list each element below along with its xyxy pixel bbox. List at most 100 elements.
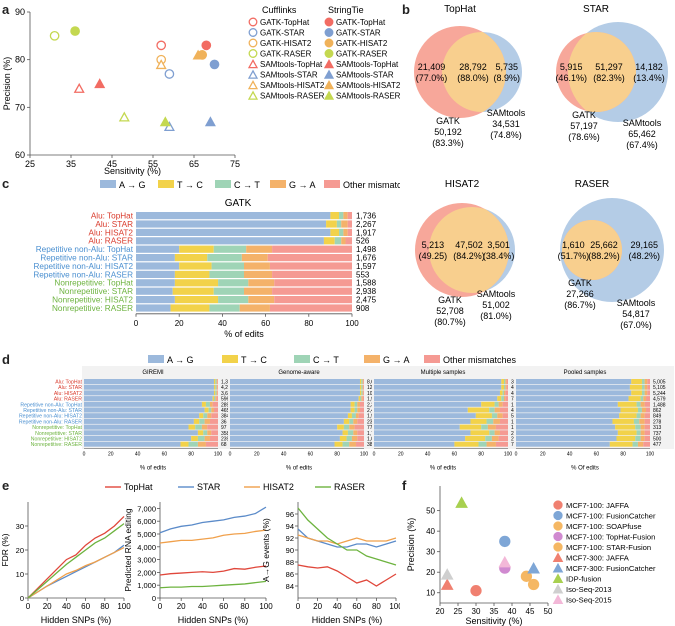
c-row-label: Repetitive non-Alu: HISAT2 [33, 262, 133, 271]
d-bar-segment [499, 390, 503, 396]
d-bar-segment [337, 424, 344, 430]
c-bar-segment [274, 296, 352, 304]
d-bar-segment [208, 407, 212, 413]
d-bar-segment [213, 390, 216, 396]
e-legend-label: RASER [334, 482, 366, 492]
venn-gatk-pct: (78.6%) [568, 132, 600, 142]
a-legend-label-stringtie: GATK-STAR [336, 29, 381, 38]
d-bar-segment [342, 441, 350, 447]
c-bar-segment [179, 245, 214, 253]
d-bar-segment [374, 379, 502, 384]
f-point [520, 570, 533, 582]
a-legend-marker-stringtie [323, 80, 335, 90]
e-x-tick-label: 20 [313, 602, 322, 611]
c-bar-segment [323, 237, 335, 245]
venn-gatk-value: 50,192 [434, 127, 462, 137]
d-row-count: 500 [653, 437, 662, 443]
e-y-axis-title: A→G events (%) [261, 518, 271, 582]
c-bar-segment [218, 279, 249, 287]
d-x-tick-label: 100 [214, 451, 223, 457]
d-bar-segment [84, 418, 194, 424]
venn-gatk-value: 57,197 [570, 121, 598, 131]
c-bar-segment [272, 245, 352, 253]
a-legend-marker-cufflinks [247, 80, 259, 90]
f-point [527, 562, 540, 574]
d-bar-segment [498, 401, 503, 407]
d-bar-segment [459, 424, 482, 430]
c-row-label: Nonrepetitive: STAR [59, 287, 133, 296]
d-bar-segment [361, 379, 363, 384]
d-bar-segment [354, 424, 364, 430]
d-bar-segment [197, 441, 206, 447]
d-bar-segment [374, 390, 500, 396]
d-bar-segment [501, 384, 504, 390]
d-bar-segment [207, 424, 218, 430]
d-bar-segment [497, 413, 503, 419]
c-bar-segment [174, 279, 219, 287]
d-row-count: 236 [367, 419, 376, 425]
c-x-tick-label: 60 [261, 319, 270, 328]
c-row-count: 526 [356, 237, 370, 246]
d-x-tick-label: 0 [515, 451, 518, 457]
c-row-label: Repetitive non-Alu: TopHat [36, 245, 134, 254]
d-bar-segment [354, 407, 358, 413]
panel-c-stacked-bars: A → G T → C C → T G → A Other mismatches GATK… [33, 180, 400, 339]
d-bar-segment [644, 430, 650, 436]
d-x-axis-title: % of edits [430, 465, 456, 471]
a-point-stringtie-samtools-star [204, 116, 216, 127]
c-legend-swatch [215, 180, 231, 188]
c-bar-segment [330, 228, 340, 236]
d-x-tick-label: 80 [620, 451, 626, 457]
a-legend-header-cufflinks: Cufflinks [262, 5, 297, 15]
c-row-label: Alu: TopHat [91, 212, 134, 221]
venn-right-value: 29,165 [630, 240, 658, 250]
d-bar-segment [84, 424, 189, 430]
d-row-count: 358 [221, 431, 230, 437]
c-bar-segment [136, 237, 324, 245]
d-bar-segment [355, 441, 364, 447]
c-row-count: 1,917 [356, 228, 377, 237]
a-point-cufflinks-samtools-tophat [73, 82, 85, 93]
d-bar-segment [503, 390, 506, 396]
e-line-hisat2 [27, 547, 125, 599]
d-bar-segment [353, 430, 358, 436]
a-point-stringtie-samtools-tophat [94, 78, 106, 89]
d-bar-segment [644, 390, 648, 396]
a-y-tick-label: 70 [15, 102, 25, 112]
c-bar-segment [345, 237, 352, 245]
e-line-star [297, 528, 397, 548]
e-y-tick-label: 0 [20, 594, 24, 603]
d-x-tick-label: 0 [229, 451, 232, 457]
d-bar-segment [499, 407, 508, 413]
c-bar-segment [339, 212, 344, 220]
e-x-axis-title: Hidden SNPs (%) [178, 615, 249, 625]
d-bar-segment [353, 418, 358, 424]
e-x-tick-label: 60 [81, 602, 90, 611]
d-bar-segment [609, 441, 633, 447]
e-y-axis-title: FDR (%) [0, 533, 10, 566]
e-x-tick-label: 40 [62, 602, 71, 611]
a-legend-marker-stringtie [323, 59, 335, 69]
d-bar-segment [351, 436, 358, 441]
d-bar-segment [209, 436, 218, 441]
f-legend-label: MCF7-300: JAFFA [566, 554, 630, 563]
c-row-count: 1,498 [356, 245, 377, 254]
e-x-tick-label: 20 [177, 602, 186, 611]
e-y-tick-label: 96 [286, 510, 294, 519]
d-bar-segment [217, 379, 218, 384]
d-bar-segment [640, 436, 645, 441]
d-row-count: 862 [653, 408, 662, 414]
d-bar-segment [645, 396, 650, 402]
e-x-tick-label: 0 [26, 602, 31, 611]
d-row-label: Nonrepetitive: HISAT2 [31, 437, 82, 443]
c-bar-segment [272, 287, 352, 295]
a-point-cufflinks-samtools-hisat2 [155, 59, 167, 70]
d-x-tick-label: 40 [281, 451, 287, 457]
venn-samtools-pct: (81.0%) [480, 311, 512, 321]
c-row-count: 908 [356, 304, 370, 313]
d-bar-segment [491, 436, 499, 441]
d-bar-segment [495, 441, 508, 447]
panel-label-e: e [2, 478, 10, 493]
d-bar-segment [193, 418, 200, 424]
venn-overlap [429, 207, 509, 293]
